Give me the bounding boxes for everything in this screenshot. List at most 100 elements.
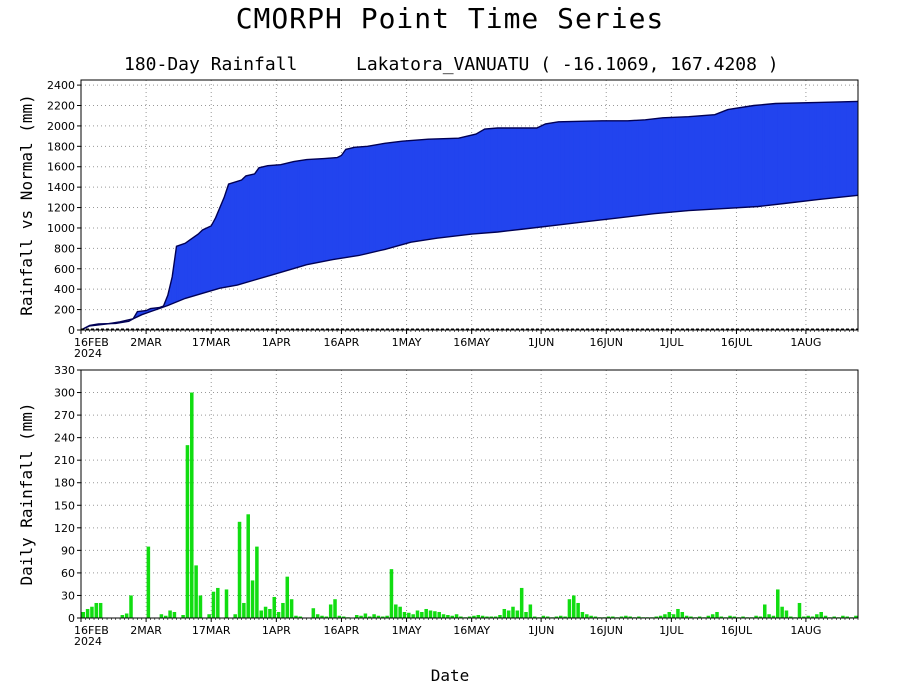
daily-rainfall-bar xyxy=(242,602,246,618)
y-tick-label: 270 xyxy=(54,409,75,422)
surplus-area xyxy=(443,138,446,238)
daily-rainfall-bar xyxy=(841,615,845,618)
surplus-area xyxy=(354,146,357,257)
surplus-area xyxy=(202,228,206,294)
surplus-area xyxy=(414,139,418,242)
surplus-area xyxy=(332,157,336,260)
surplus-area xyxy=(438,138,442,239)
surplus-area xyxy=(744,106,748,208)
surplus-area xyxy=(417,139,420,242)
surplus-area xyxy=(471,134,475,235)
daily-rainfall-bar xyxy=(819,611,823,618)
x-tick-label: 16FEB xyxy=(74,336,109,349)
x-tick-label: 16JUN xyxy=(589,624,623,637)
surplus-area xyxy=(666,117,670,213)
y-tick-label: 600 xyxy=(54,263,75,276)
surplus-area xyxy=(597,120,601,221)
surplus-area xyxy=(742,106,746,208)
surplus-area xyxy=(720,110,724,210)
daily-rainfall-bar xyxy=(624,615,628,618)
x-tick-label: 2MAR xyxy=(130,624,162,637)
daily-rainfall-bar xyxy=(654,616,658,618)
surplus-area xyxy=(521,127,525,230)
surplus-area xyxy=(768,103,772,206)
y-tick-label: 120 xyxy=(54,522,75,535)
x-tick-label: 16JUL xyxy=(721,624,753,637)
y-tick-label: 1000 xyxy=(47,222,75,235)
daily-rainfall-bar xyxy=(459,616,463,618)
surplus-area xyxy=(792,102,796,203)
surplus-area xyxy=(191,236,195,297)
surplus-area xyxy=(367,145,370,254)
surplus-area xyxy=(286,162,290,271)
daily-rainfall-bar xyxy=(168,610,172,618)
surplus-area xyxy=(775,103,778,205)
daily-rainfall-bar xyxy=(354,614,359,618)
daily-rainfall-bar xyxy=(311,608,316,618)
daily-rainfall-bar xyxy=(402,611,407,618)
daily-rainfall-bar xyxy=(333,599,337,618)
daily-rainfall-bar xyxy=(845,616,849,618)
daily-rainfall-bar xyxy=(593,616,598,618)
x-tick-label: 16APR xyxy=(324,336,360,349)
surplus-area xyxy=(673,116,676,213)
surplus-area xyxy=(707,114,711,210)
surplus-area xyxy=(336,156,340,260)
daily-rainfall-bar xyxy=(263,606,268,618)
daily-rainfall-bar xyxy=(381,616,385,618)
plot-frame xyxy=(80,79,859,331)
surplus-area xyxy=(820,102,824,200)
surplus-area xyxy=(432,138,436,240)
surplus-area xyxy=(705,114,709,210)
surplus-area xyxy=(527,127,531,229)
daily-rainfall-bar xyxy=(715,611,719,618)
daily-rainfall-bar xyxy=(472,615,476,618)
daily-rainfall-bar xyxy=(268,608,272,618)
surplus-area xyxy=(176,245,179,303)
surplus-area xyxy=(668,117,672,213)
surplus-area xyxy=(794,102,798,203)
daily-rainfall-bar xyxy=(854,615,858,618)
daily-rainfall-bar xyxy=(776,589,780,618)
daily-rainfall-bar xyxy=(159,614,164,618)
daily-rainfall-bar xyxy=(81,611,86,618)
surplus-area xyxy=(252,173,255,282)
surplus-area xyxy=(536,126,540,228)
surplus-area xyxy=(542,123,546,228)
daily-rainfall-bar xyxy=(524,611,528,618)
surplus-area xyxy=(569,121,572,224)
surplus-area xyxy=(241,177,245,285)
surplus-area xyxy=(282,163,286,273)
daily-rainfall-bar xyxy=(376,615,381,618)
surplus-area xyxy=(694,115,698,211)
daily-rainfall-bar xyxy=(532,616,537,618)
surplus-area xyxy=(445,138,449,238)
daily-rainfall-bar xyxy=(689,616,693,618)
daily-rainfall-bar xyxy=(658,615,663,618)
surplus-area xyxy=(755,104,759,207)
surplus-area xyxy=(760,104,763,207)
surplus-area xyxy=(510,127,514,231)
y-axis-label: Rainfall vs Normal (mm) xyxy=(17,94,36,316)
daily-rainfall-bar xyxy=(281,602,285,618)
surplus-area xyxy=(254,169,258,281)
x-tick-label: 16FEB xyxy=(74,624,109,637)
surplus-area xyxy=(560,121,564,225)
y-tick-label: 60 xyxy=(61,567,75,580)
daily-rainfall-bar xyxy=(424,608,428,618)
y-tick-label: 180 xyxy=(54,477,75,490)
surplus-area xyxy=(451,137,455,237)
daily-rainfall-bar xyxy=(315,614,320,618)
surplus-area xyxy=(375,144,379,252)
daily-rainfall-bar xyxy=(407,612,411,618)
surplus-area xyxy=(664,117,668,214)
daily-rainfall-bar xyxy=(506,610,511,618)
surplus-area xyxy=(523,127,527,230)
surplus-area xyxy=(653,118,657,215)
surplus-area xyxy=(773,103,776,206)
surplus-area xyxy=(649,118,653,215)
daily-rainfall-bar xyxy=(480,615,485,618)
surplus-area xyxy=(193,235,197,297)
surplus-area xyxy=(838,101,841,198)
surplus-area xyxy=(833,101,837,199)
